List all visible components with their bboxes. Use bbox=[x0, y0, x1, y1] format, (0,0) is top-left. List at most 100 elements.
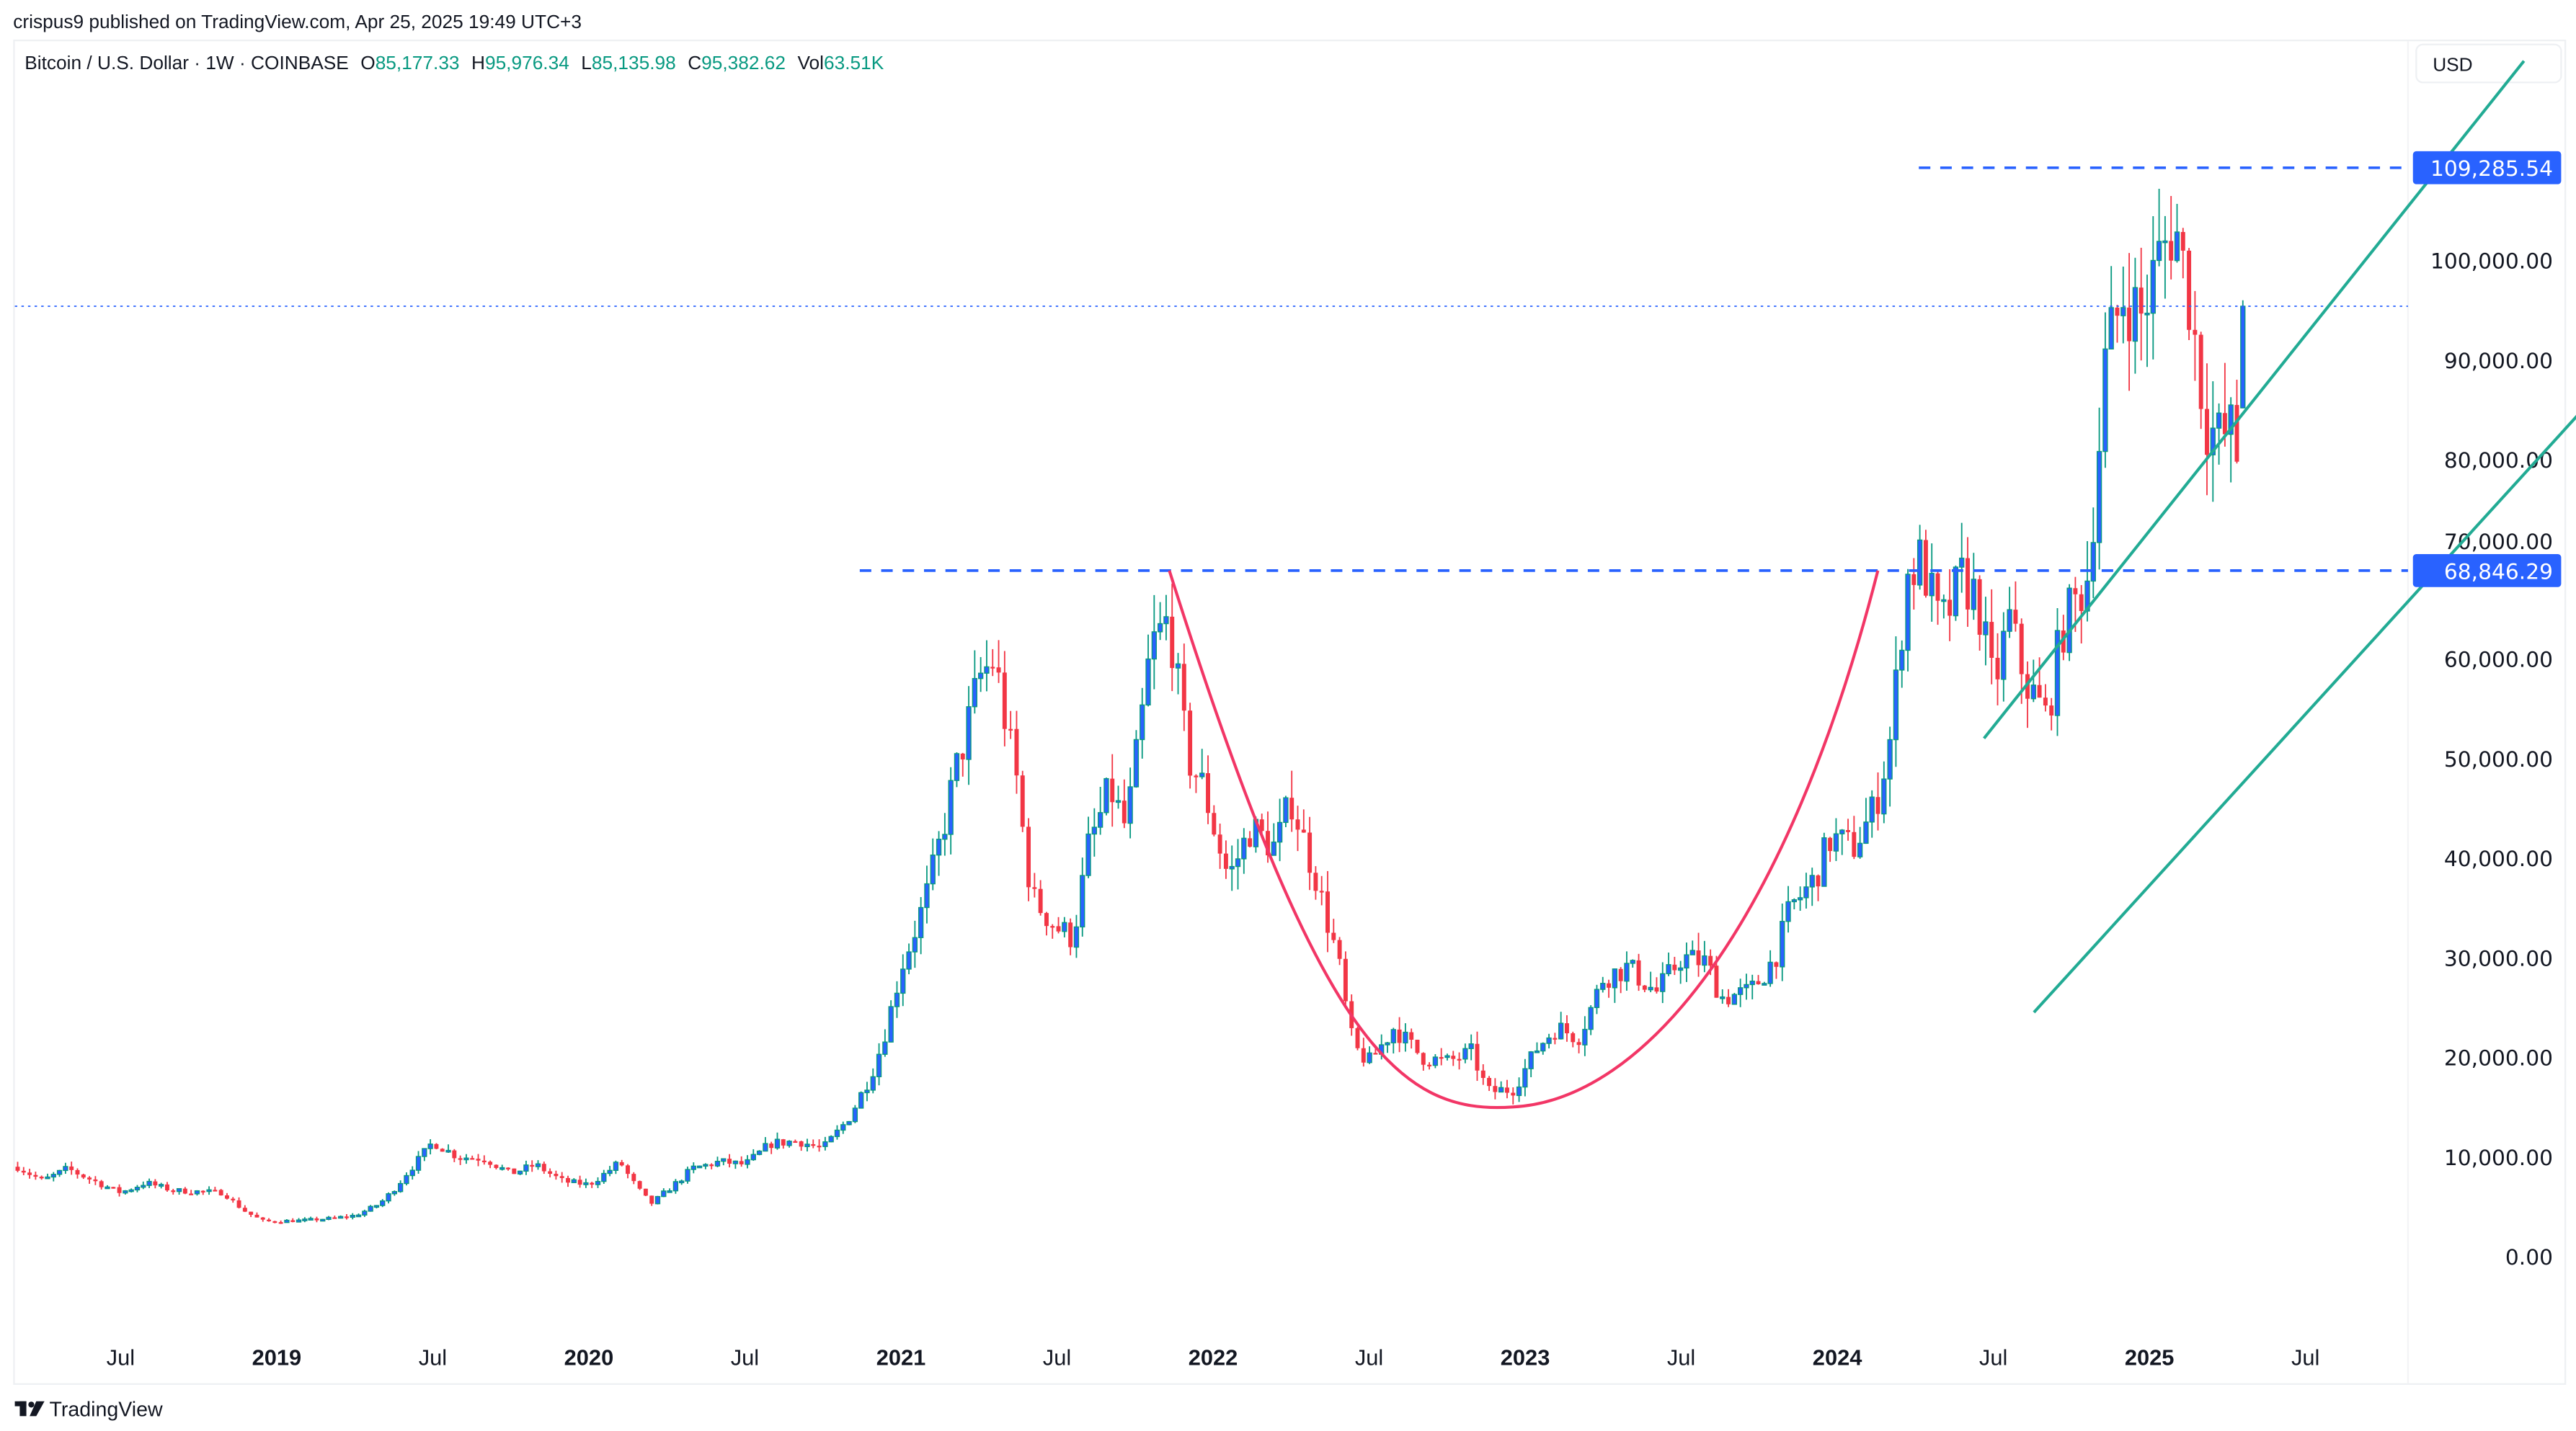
candle-down bbox=[817, 1139, 822, 1152]
candle-body bbox=[1014, 728, 1019, 776]
candle-body bbox=[1390, 1029, 1396, 1043]
time-tick-label: Jul bbox=[2291, 1345, 2319, 1370]
candle-down bbox=[1020, 770, 1025, 832]
candle-up bbox=[128, 1188, 134, 1192]
candle-down bbox=[2037, 657, 2042, 698]
candle-body bbox=[1451, 1056, 1456, 1059]
candle-up bbox=[607, 1166, 613, 1177]
candle-body bbox=[1068, 922, 1073, 948]
time-axis[interactable]: Jul 2019 Jul 2020 Jul 2021 Jul 2022 Jul 2023 Jul 20… bbox=[107, 1345, 2320, 1370]
candle-body bbox=[1576, 1042, 1581, 1046]
candle-up bbox=[141, 1181, 146, 1190]
candle-up bbox=[1385, 1042, 1390, 1053]
currency-button[interactable]: USD bbox=[2415, 43, 2562, 84]
candle-up bbox=[1749, 974, 1755, 999]
candle-body bbox=[1522, 1068, 1528, 1088]
candle-body bbox=[679, 1180, 685, 1184]
candle-up bbox=[2216, 403, 2222, 465]
candle-up bbox=[1720, 989, 1726, 1004]
candle-body bbox=[1588, 1007, 1594, 1030]
candle-body bbox=[1959, 557, 1965, 568]
candle-down bbox=[1301, 809, 1306, 833]
candle-body bbox=[1385, 1042, 1390, 1046]
candle-body bbox=[1767, 961, 1773, 984]
candle-up bbox=[2120, 266, 2126, 344]
candle-body bbox=[2240, 306, 2246, 409]
chart-frame bbox=[13, 39, 2567, 1385]
candle-body bbox=[690, 1165, 696, 1170]
candle-up bbox=[1140, 687, 1145, 759]
candle-body bbox=[1457, 1058, 1462, 1061]
high-value: 95,976.34 bbox=[485, 52, 569, 73]
candle-body bbox=[1331, 932, 1336, 940]
candle-body bbox=[2234, 405, 2239, 462]
candle-up bbox=[1229, 845, 1235, 891]
candle-up bbox=[1893, 636, 1899, 767]
candle-body bbox=[793, 1141, 798, 1144]
candle-up bbox=[1737, 978, 1744, 1007]
candle-up bbox=[1600, 976, 1606, 993]
candle-down bbox=[1409, 1028, 1414, 1049]
candle-up bbox=[786, 1140, 792, 1148]
candle-down bbox=[512, 1168, 517, 1174]
svg-text:Bitcoin / U.S. Dollar · 1W · C: Bitcoin / U.S. Dollar · 1W · COINBASE O8… bbox=[25, 52, 884, 73]
candle-up bbox=[2150, 216, 2156, 360]
candle-body bbox=[1540, 1043, 1546, 1052]
candle-body bbox=[1439, 1057, 1444, 1059]
candle-down bbox=[643, 1188, 648, 1197]
currency-label: USD bbox=[2433, 53, 2472, 75]
candle-body bbox=[1893, 669, 1899, 741]
candle-up bbox=[1762, 981, 1767, 986]
candle-down bbox=[1977, 575, 1982, 651]
price-level-badge: 68,846.29 bbox=[2412, 554, 2562, 587]
candle-up bbox=[2174, 203, 2180, 263]
candle-up bbox=[1175, 653, 1181, 695]
candle-down bbox=[1726, 989, 1731, 1007]
candle-body bbox=[380, 1200, 386, 1206]
candle-body bbox=[1188, 710, 1193, 776]
candle-body bbox=[1726, 997, 1731, 1004]
candle-body bbox=[488, 1162, 493, 1165]
candle-up bbox=[2066, 584, 2072, 661]
candle-body bbox=[535, 1163, 541, 1167]
candle-down bbox=[1966, 537, 1970, 627]
price-level-value: 109,285.54 bbox=[2430, 156, 2553, 182]
candle-body bbox=[858, 1092, 864, 1109]
candle-down bbox=[218, 1189, 223, 1196]
candle-down bbox=[1451, 1051, 1456, 1066]
candle-body bbox=[530, 1164, 535, 1167]
candle-body bbox=[1355, 1027, 1360, 1048]
candle-down bbox=[1475, 1031, 1480, 1082]
candle-up bbox=[1241, 828, 1247, 874]
candle-body bbox=[1630, 960, 1635, 964]
candle-down bbox=[793, 1139, 798, 1144]
candle-up bbox=[415, 1151, 422, 1174]
candle-body bbox=[1977, 579, 1982, 635]
candle-body bbox=[852, 1107, 858, 1123]
candle-body bbox=[1103, 777, 1109, 813]
candle-body bbox=[846, 1120, 852, 1125]
candle-body bbox=[1677, 967, 1684, 971]
candle-body bbox=[912, 937, 918, 953]
candle-body bbox=[2180, 231, 2185, 251]
candle-body bbox=[1140, 704, 1145, 741]
candle-body bbox=[619, 1162, 624, 1166]
candle-body bbox=[1427, 1064, 1432, 1066]
candle-up bbox=[703, 1163, 709, 1169]
candle-body bbox=[81, 1174, 86, 1178]
candle-body bbox=[750, 1154, 756, 1161]
candle-up bbox=[948, 767, 954, 855]
candle-up bbox=[667, 1188, 672, 1193]
candle-body bbox=[607, 1169, 613, 1174]
candle-body bbox=[649, 1195, 654, 1204]
candle-body bbox=[1594, 989, 1600, 1009]
candle-body bbox=[1133, 739, 1140, 788]
candle-body bbox=[2102, 348, 2108, 453]
candle-body bbox=[308, 1218, 314, 1221]
candle-body bbox=[1032, 887, 1037, 889]
candle-body bbox=[1194, 775, 1199, 777]
candle-up bbox=[924, 865, 930, 924]
price-tick-label: 0.00 bbox=[2505, 1245, 2553, 1270]
time-tick-label: Jul bbox=[1043, 1345, 1071, 1370]
published-caption: crispus9 published on TradingView.com, A… bbox=[13, 11, 582, 32]
